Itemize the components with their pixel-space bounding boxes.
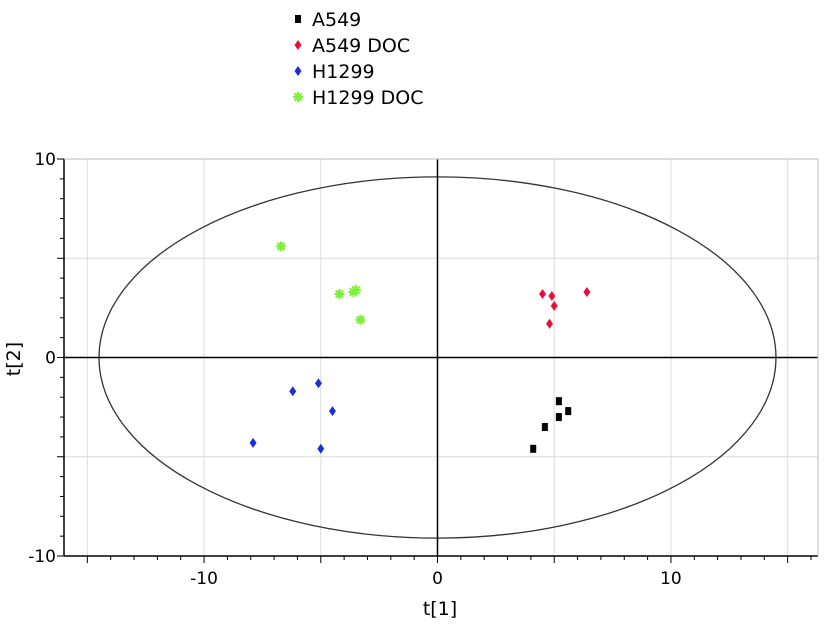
point-h1299-doc	[355, 314, 366, 325]
x-tick-label: 0	[432, 569, 443, 589]
point-h1299	[249, 437, 257, 448]
point-a549	[530, 444, 537, 453]
point-h1299	[314, 378, 322, 389]
point-a549-doc	[583, 286, 591, 297]
plot-frame	[63, 158, 819, 557]
legend-label-a549-doc: A549 DOC	[312, 35, 410, 57]
y-tick-label: 10	[34, 150, 56, 170]
legend-marker-h1299	[294, 66, 302, 76]
legend-marker-a549-doc	[294, 40, 302, 50]
point-h1299-doc	[334, 288, 345, 299]
legend-marker-a549	[295, 15, 301, 23]
point-a549	[555, 397, 562, 406]
y-axis-label: t[2]	[3, 342, 25, 376]
legend: A549 A549 DOC H1299 H1299 DOC	[293, 9, 424, 109]
minor-ticks	[57, 158, 812, 563]
point-a549	[555, 413, 562, 422]
tick-labels: -10 0 10 10 0 -10	[28, 150, 682, 589]
point-h1299-doc	[350, 285, 361, 296]
point-a549-doc	[539, 288, 547, 299]
y-tick-label: -10	[28, 547, 56, 567]
point-a549-doc	[546, 318, 554, 329]
point-h1299	[289, 386, 297, 397]
x-tick-label: -10	[190, 569, 218, 589]
zero-lines	[64, 159, 818, 556]
legend-label-h1299-doc: H1299 DOC	[312, 87, 424, 109]
legend-marker-h1299-doc	[293, 92, 303, 102]
legend-label-h1299: H1299	[312, 61, 375, 83]
point-h1299-doc	[276, 241, 287, 252]
point-a549	[541, 422, 548, 431]
point-a549	[565, 407, 572, 416]
point-h1299	[317, 443, 325, 454]
data-points	[249, 241, 591, 454]
point-h1299	[328, 406, 336, 417]
y-tick-label: 0	[45, 349, 56, 369]
point-a549-doc	[548, 290, 556, 301]
x-tick-label: 10	[660, 569, 682, 589]
x-axis-label: t[1]	[423, 598, 457, 620]
legend-label-a549: A549	[312, 9, 361, 31]
point-a549-doc	[550, 300, 558, 311]
